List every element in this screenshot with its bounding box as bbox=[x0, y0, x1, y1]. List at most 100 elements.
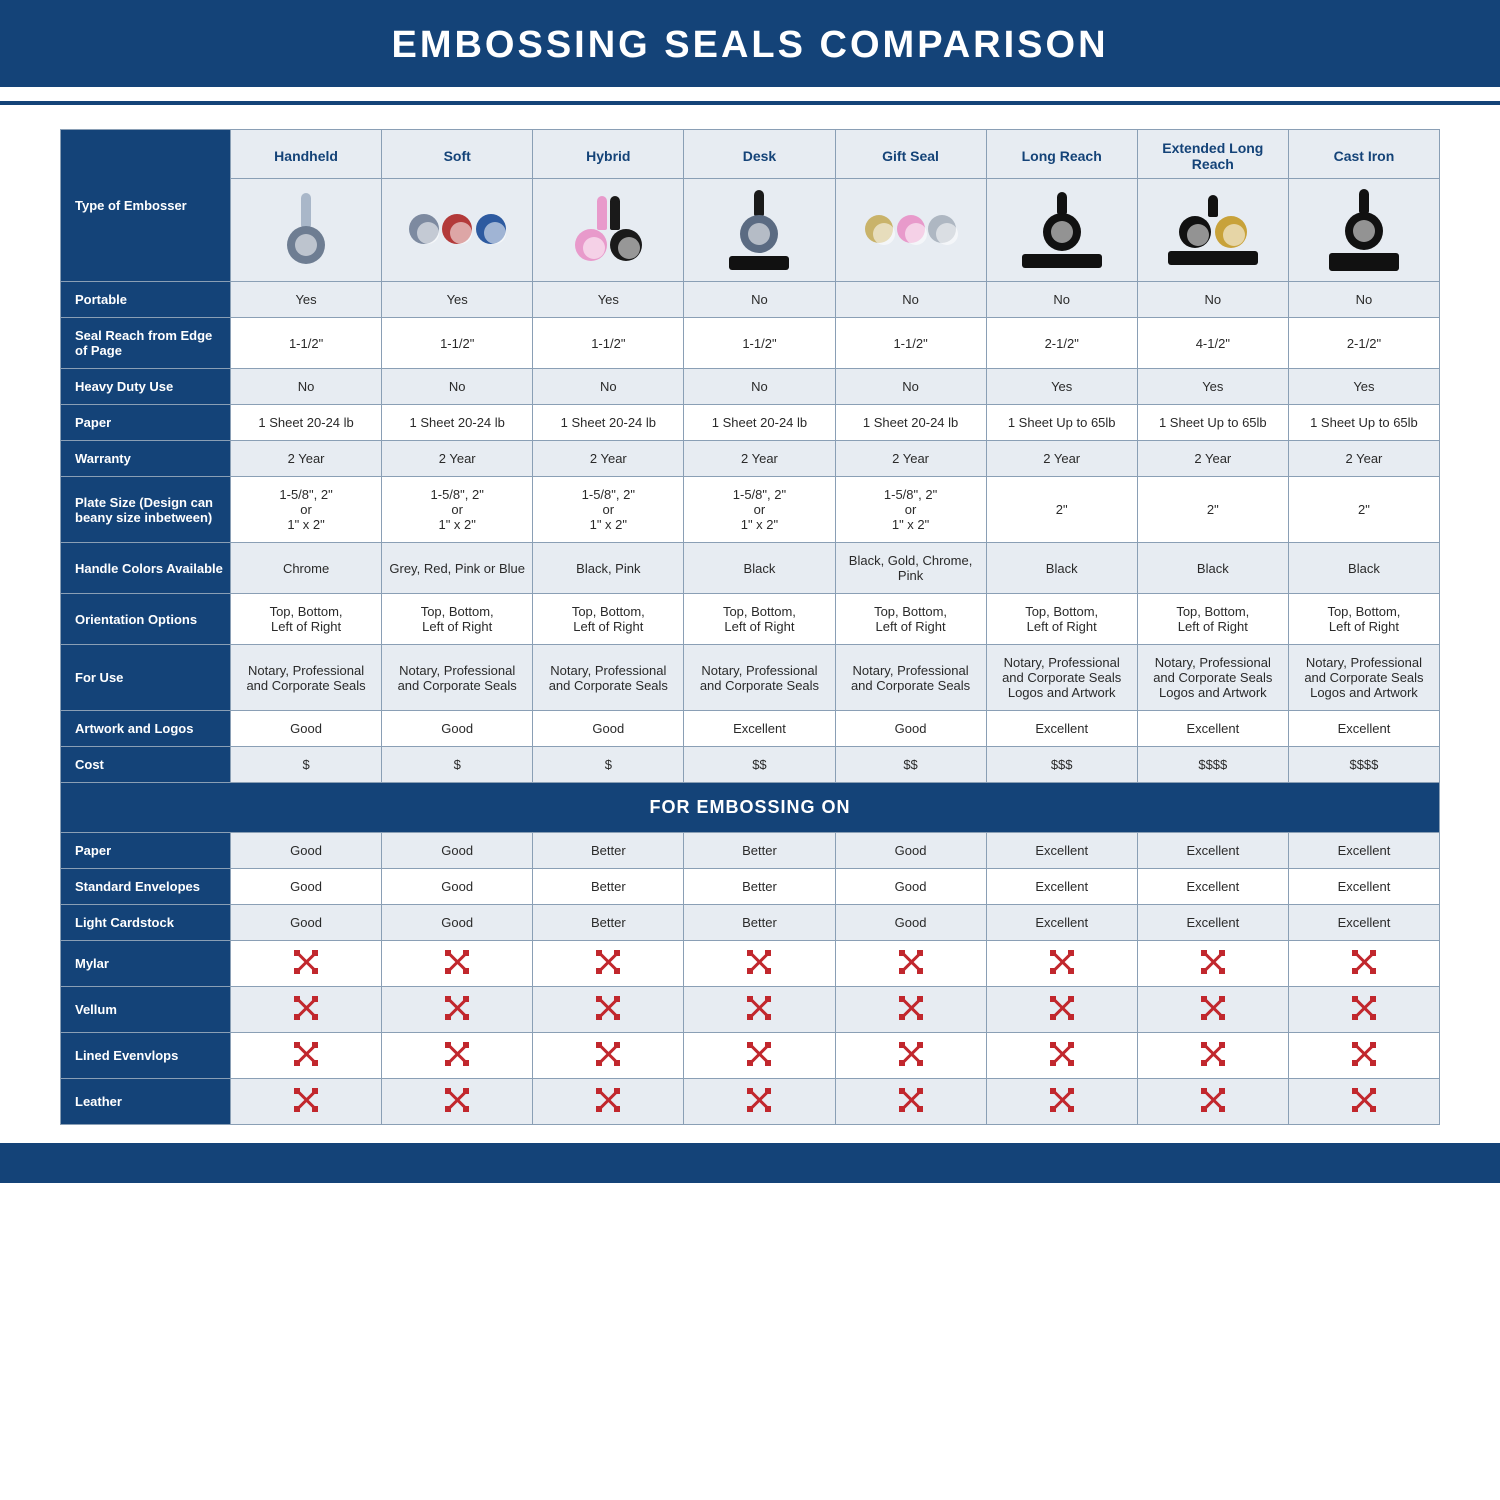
x-icon bbox=[748, 997, 770, 1019]
cell: Good bbox=[382, 833, 533, 869]
table-row: Warranty2 Year2 Year2 Year2 Year2 Year2 … bbox=[61, 441, 1440, 477]
table-row: Lined Evenvlops bbox=[61, 1033, 1440, 1079]
cell: Notary, Professional and Corporate Seals bbox=[835, 645, 986, 711]
x-icon bbox=[295, 951, 317, 973]
cell: 1 Sheet 20-24 lb bbox=[835, 405, 986, 441]
cell bbox=[1288, 941, 1439, 987]
cell bbox=[986, 987, 1137, 1033]
table-row: Orientation OptionsTop, Bottom, Left of … bbox=[61, 594, 1440, 645]
cell: $$ bbox=[835, 747, 986, 783]
cell: No bbox=[684, 369, 835, 405]
col-head: Long Reach bbox=[986, 130, 1137, 179]
cell: Black bbox=[1137, 543, 1288, 594]
cell bbox=[382, 1033, 533, 1079]
cell: Notary, Professional and Corporate Seals bbox=[684, 645, 835, 711]
cell: Top, Bottom, Left of Right bbox=[533, 594, 684, 645]
cell: No bbox=[382, 369, 533, 405]
x-icon bbox=[295, 1089, 317, 1111]
col-head: Extended Long Reach bbox=[1137, 130, 1288, 179]
cell: Top, Bottom, Left of Right bbox=[382, 594, 533, 645]
col-head: Desk bbox=[684, 130, 835, 179]
cell bbox=[835, 1079, 986, 1125]
cell: 2 Year bbox=[684, 441, 835, 477]
embosser-icon bbox=[533, 179, 684, 282]
cell: Grey, Red, Pink or Blue bbox=[382, 543, 533, 594]
table-row: Handle Colors AvailableChromeGrey, Red, … bbox=[61, 543, 1440, 594]
cell bbox=[1288, 1079, 1439, 1125]
cell: Black bbox=[1288, 543, 1439, 594]
cell: No bbox=[533, 369, 684, 405]
row-label: Paper bbox=[61, 405, 231, 441]
row-label: Artwork and Logos bbox=[61, 711, 231, 747]
cell: 1 Sheet 20-24 lb bbox=[684, 405, 835, 441]
cell: Excellent bbox=[986, 833, 1137, 869]
cell bbox=[231, 941, 382, 987]
embosser-icon bbox=[684, 179, 835, 282]
cell: Better bbox=[533, 869, 684, 905]
cell: $$ bbox=[684, 747, 835, 783]
table-row: PaperGoodGoodBetterBetterGoodExcellentEx… bbox=[61, 833, 1440, 869]
cell bbox=[986, 1079, 1137, 1125]
cell: 1-1/2" bbox=[382, 318, 533, 369]
x-icon bbox=[597, 951, 619, 973]
table-row: PortableYesYesYesNoNoNoNoNo bbox=[61, 282, 1440, 318]
x-icon bbox=[900, 951, 922, 973]
cell: No bbox=[1137, 282, 1288, 318]
cell: 1 Sheet Up to 65lb bbox=[1137, 405, 1288, 441]
section-title: FOR EMBOSSING ON bbox=[61, 783, 1440, 833]
cell: Good bbox=[231, 905, 382, 941]
cell bbox=[382, 1079, 533, 1125]
cell: $$$ bbox=[986, 747, 1137, 783]
cell bbox=[382, 941, 533, 987]
x-icon bbox=[1353, 951, 1375, 973]
cell: 1-5/8", 2" or 1" x 2" bbox=[231, 477, 382, 543]
cell: Black, Gold, Chrome, Pink bbox=[835, 543, 986, 594]
row-label: Vellum bbox=[61, 987, 231, 1033]
x-icon bbox=[1051, 1043, 1073, 1065]
row-label: Cost bbox=[61, 747, 231, 783]
cell bbox=[533, 941, 684, 987]
cell: Black bbox=[986, 543, 1137, 594]
cell: Excellent bbox=[1137, 905, 1288, 941]
cell: Top, Bottom, Left of Right bbox=[231, 594, 382, 645]
x-icon bbox=[1051, 951, 1073, 973]
embosser-icon bbox=[382, 179, 533, 282]
x-icon bbox=[748, 1043, 770, 1065]
cell: 2" bbox=[1137, 477, 1288, 543]
x-icon bbox=[1353, 1089, 1375, 1111]
cell bbox=[1288, 1033, 1439, 1079]
cell: Good bbox=[382, 905, 533, 941]
cell: Yes bbox=[231, 282, 382, 318]
x-icon bbox=[597, 1043, 619, 1065]
cell: 4-1/2" bbox=[1137, 318, 1288, 369]
cell: 1-1/2" bbox=[533, 318, 684, 369]
embosser-icon bbox=[835, 179, 986, 282]
table-row: Cost$$$$$$$$$$$$$$$$$$ bbox=[61, 747, 1440, 783]
cell: Notary, Professional and Corporate Seals bbox=[382, 645, 533, 711]
cell bbox=[986, 1033, 1137, 1079]
cell: Good bbox=[835, 869, 986, 905]
cell bbox=[684, 941, 835, 987]
cell bbox=[382, 987, 533, 1033]
x-icon bbox=[446, 997, 468, 1019]
comparison-table: Type of Embosser Handheld Soft Hybrid De… bbox=[60, 129, 1440, 1125]
x-icon bbox=[446, 951, 468, 973]
cell: 1-1/2" bbox=[231, 318, 382, 369]
cell bbox=[1137, 1079, 1288, 1125]
table-row: Vellum bbox=[61, 987, 1440, 1033]
cell: No bbox=[231, 369, 382, 405]
cell: Notary, Professional and Corporate Seals… bbox=[1137, 645, 1288, 711]
cell: $$$$ bbox=[1137, 747, 1288, 783]
cell: Excellent bbox=[1137, 711, 1288, 747]
x-icon bbox=[1051, 1089, 1073, 1111]
cell: Good bbox=[382, 711, 533, 747]
cell bbox=[1137, 1033, 1288, 1079]
embosser-icon bbox=[1137, 179, 1288, 282]
x-icon bbox=[900, 1089, 922, 1111]
cell bbox=[835, 987, 986, 1033]
cell: 1 Sheet 20-24 lb bbox=[533, 405, 684, 441]
cell: Excellent bbox=[1137, 869, 1288, 905]
embosser-icon bbox=[231, 179, 382, 282]
x-icon bbox=[597, 997, 619, 1019]
cell: Excellent bbox=[1288, 905, 1439, 941]
